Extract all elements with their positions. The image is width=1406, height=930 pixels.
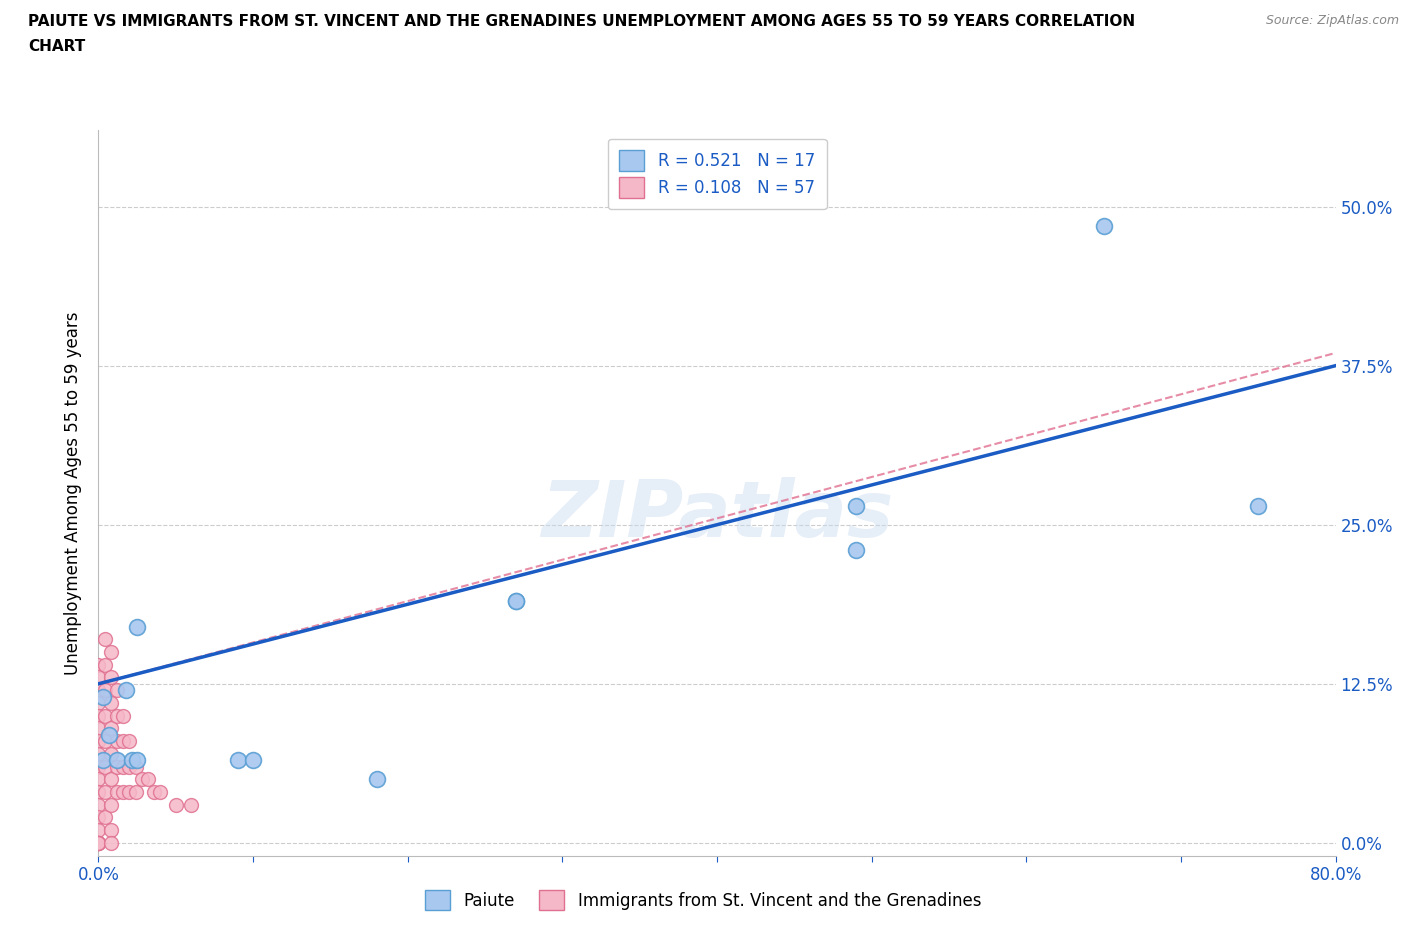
Point: [112, 785, 135, 800]
Point: [93, 708, 115, 723]
Point: [93, 810, 115, 825]
Point: [87, 810, 110, 825]
Point: [87, 772, 110, 787]
Point: [87, 696, 110, 711]
Text: PAIUTE VS IMMIGRANTS FROM ST. VINCENT AND THE GRENADINES UNEMPLOYMENT AMONG AGES: PAIUTE VS IMMIGRANTS FROM ST. VINCENT AN…: [28, 14, 1135, 29]
Point: [87, 670, 110, 684]
Point: [124, 759, 146, 774]
Point: [121, 752, 143, 767]
Point: [93, 631, 115, 646]
Point: [87, 785, 110, 800]
Point: [87, 835, 110, 850]
Point: [105, 785, 128, 800]
Text: Source: ZipAtlas.com: Source: ZipAtlas.com: [1265, 14, 1399, 27]
Point: [87, 835, 110, 850]
Point: [100, 644, 122, 659]
Point: [112, 734, 135, 749]
Point: [100, 772, 122, 787]
Point: [87, 734, 110, 749]
Point: [136, 772, 159, 787]
Point: [93, 683, 115, 698]
Point: [127, 619, 149, 634]
Point: [105, 759, 128, 774]
Point: [87, 835, 110, 850]
Point: [131, 772, 153, 787]
Text: CHART: CHART: [28, 39, 86, 54]
Point: [100, 670, 122, 684]
Point: [91, 752, 114, 767]
Point: [118, 734, 141, 749]
Point: [91, 689, 114, 704]
Point: [87, 759, 110, 774]
Point: [180, 797, 202, 812]
Point: [87, 835, 110, 850]
Point: [242, 752, 264, 767]
Point: [93, 759, 115, 774]
Point: [100, 696, 122, 711]
Point: [115, 683, 138, 698]
Point: [98, 727, 121, 742]
Point: [105, 683, 128, 698]
Point: [118, 759, 141, 774]
Point: [226, 752, 249, 767]
Legend: R = 0.521   N = 17, R = 0.108   N = 57: R = 0.521 N = 17, R = 0.108 N = 57: [607, 139, 827, 209]
Point: [1092, 219, 1115, 233]
Y-axis label: Unemployment Among Ages 55 to 59 years: Unemployment Among Ages 55 to 59 years: [65, 312, 83, 674]
Point: [105, 708, 128, 723]
Point: [87, 835, 110, 850]
Point: [100, 721, 122, 736]
Point: [87, 658, 110, 672]
Point: [87, 797, 110, 812]
Point: [1247, 498, 1270, 513]
Point: [87, 683, 110, 698]
Point: [149, 785, 172, 800]
Point: [105, 752, 128, 767]
Point: [845, 498, 868, 513]
Point: [100, 835, 122, 850]
Point: [112, 759, 135, 774]
Point: [165, 797, 187, 812]
Point: [100, 797, 122, 812]
Point: [87, 721, 110, 736]
Point: [505, 593, 527, 608]
Point: [112, 708, 135, 723]
Point: [100, 823, 122, 838]
Point: [87, 708, 110, 723]
Point: [127, 752, 149, 767]
Point: [505, 593, 527, 608]
Point: [87, 747, 110, 762]
Point: [87, 823, 110, 838]
Point: [143, 785, 166, 800]
Point: [93, 658, 115, 672]
Point: [93, 734, 115, 749]
Point: [118, 785, 141, 800]
Point: [366, 772, 388, 787]
Point: [124, 785, 146, 800]
Point: [100, 747, 122, 762]
Legend: Paiute, Immigrants from St. Vincent and the Grenadines: Paiute, Immigrants from St. Vincent and …: [418, 884, 988, 917]
Point: [93, 785, 115, 800]
Point: [105, 734, 128, 749]
Text: ZIPatlas: ZIPatlas: [541, 477, 893, 552]
Point: [845, 543, 868, 558]
Point: [87, 835, 110, 850]
